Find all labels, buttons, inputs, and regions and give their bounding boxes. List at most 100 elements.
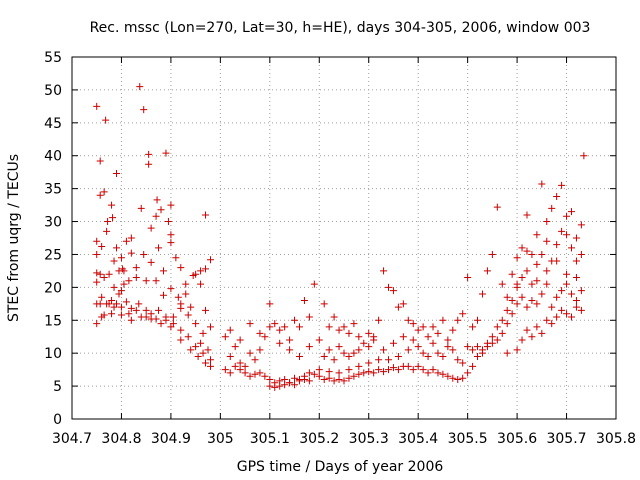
data-point: [572, 273, 580, 281]
data-point: [93, 269, 101, 277]
data-point: [93, 237, 101, 245]
data-point: [221, 366, 229, 374]
data-points: [93, 83, 588, 391]
data-point: [439, 370, 447, 378]
data-point: [493, 336, 501, 344]
data-point: [147, 315, 155, 323]
data-point: [375, 356, 383, 364]
x-tick-label: 305.2: [299, 431, 339, 447]
data-point: [528, 333, 536, 341]
x-tick-label: 305: [207, 431, 234, 447]
data-point: [281, 381, 289, 389]
data-point: [459, 310, 467, 318]
data-point: [543, 316, 551, 324]
data-point: [439, 316, 447, 324]
data-point: [164, 218, 172, 226]
data-point: [286, 336, 294, 344]
data-point: [135, 300, 143, 308]
data-point: [226, 326, 234, 334]
data-point: [533, 260, 541, 268]
data-point: [105, 300, 113, 308]
data-point: [159, 291, 167, 299]
data-point: [276, 382, 284, 390]
data-point: [389, 364, 397, 372]
data-point: [434, 349, 442, 357]
data-point: [409, 366, 417, 374]
data-point: [197, 339, 205, 347]
data-point: [498, 316, 506, 324]
data-point: [345, 374, 353, 382]
data-point: [315, 336, 323, 344]
data-point: [563, 270, 571, 278]
data-point: [558, 287, 566, 295]
data-point: [266, 376, 274, 384]
data-point: [169, 313, 177, 321]
data-point: [345, 366, 353, 374]
data-point: [528, 297, 536, 305]
data-point: [543, 267, 551, 275]
data-point: [459, 374, 467, 382]
data-point: [503, 293, 511, 301]
data-point: [140, 106, 148, 114]
data-point: [449, 374, 457, 382]
data-point: [325, 346, 333, 354]
data-point: [177, 336, 185, 344]
data-point: [548, 303, 556, 311]
data-point: [132, 273, 140, 281]
y-tick-label: 10: [44, 346, 62, 362]
data-point: [246, 320, 254, 328]
data-point: [483, 343, 491, 351]
data-point: [577, 221, 585, 229]
data-point: [424, 352, 432, 360]
y-tick-label: 0: [53, 412, 62, 428]
data-point: [355, 370, 363, 378]
data-point: [132, 264, 140, 272]
x-tick-label: 305.4: [398, 431, 438, 447]
data-point: [577, 250, 585, 258]
data-point: [543, 237, 551, 245]
data-point: [147, 258, 155, 266]
data-point: [145, 160, 153, 168]
data-point: [110, 283, 118, 291]
data-point: [488, 333, 496, 341]
data-point: [286, 379, 294, 387]
data-point: [513, 300, 521, 308]
data-point: [162, 316, 170, 324]
data-point: [281, 323, 289, 331]
data-point: [404, 316, 412, 324]
data-point: [434, 329, 442, 337]
data-point: [202, 359, 210, 367]
data-point: [226, 369, 234, 377]
data-point: [454, 316, 462, 324]
data-point: [117, 287, 125, 295]
data-point: [102, 116, 110, 124]
data-point: [98, 293, 106, 301]
data-point: [140, 250, 148, 258]
data-point: [142, 306, 150, 314]
data-point: [120, 280, 128, 288]
data-point: [120, 267, 128, 275]
data-point: [96, 270, 104, 278]
data-point: [355, 346, 363, 354]
data-point: [109, 214, 117, 222]
data-point: [261, 333, 269, 341]
data-point: [478, 346, 486, 354]
data-point: [454, 356, 462, 364]
data-point: [204, 346, 212, 354]
x-tick-label: 305.3: [349, 431, 389, 447]
data-point: [295, 352, 303, 360]
data-point: [98, 243, 106, 251]
data-point: [199, 349, 207, 357]
data-point: [231, 362, 239, 370]
y-tick-label: 40: [44, 149, 62, 165]
data-point: [320, 376, 328, 384]
data-point: [553, 257, 561, 265]
data-point: [345, 329, 353, 337]
data-point: [449, 346, 457, 354]
data-point: [310, 370, 318, 378]
data-point: [194, 352, 202, 360]
data-point: [548, 204, 556, 212]
y-tick-label: 55: [44, 50, 62, 66]
data-point: [153, 196, 161, 204]
data-point: [187, 303, 195, 311]
